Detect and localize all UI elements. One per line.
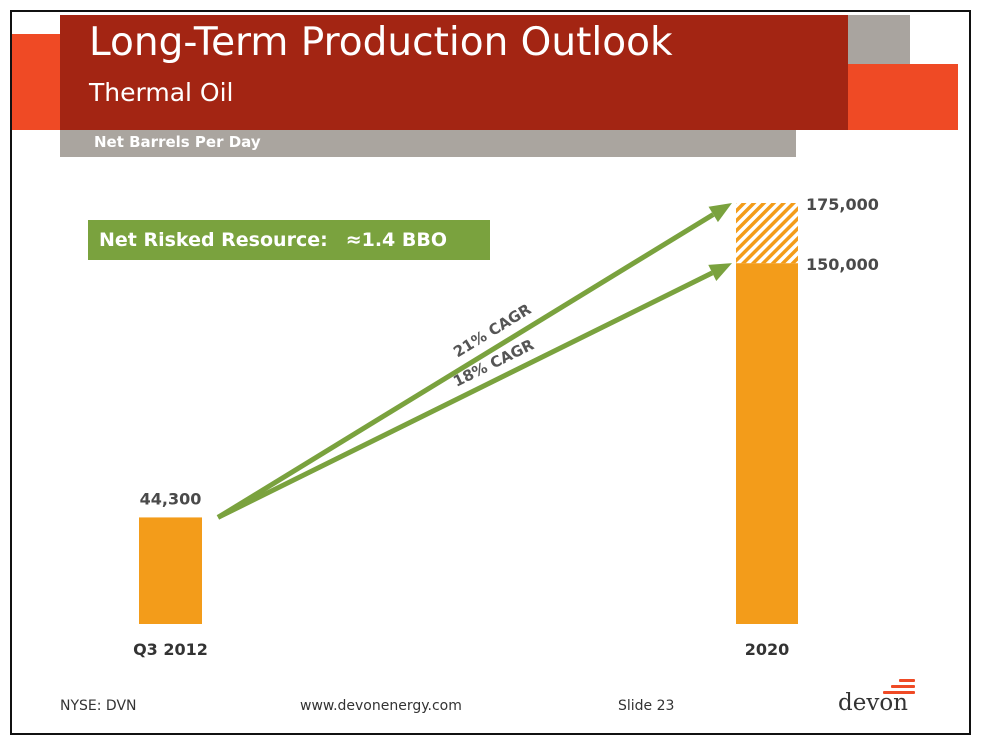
footer-website[interactable]: www.devonenergy.com <box>300 698 462 714</box>
data-label-2020-low: 150,000 <box>806 255 879 274</box>
resource-label: Net Risked Resource: <box>99 229 328 251</box>
devon-logo: devon <box>838 678 918 718</box>
logo-bar <box>891 685 915 688</box>
decorative-orange-block-right <box>848 64 958 130</box>
slide-title: Long-Term Production Outlook <box>89 20 673 65</box>
arrow-21-cagr-head <box>708 203 732 223</box>
slide: Long-Term Production Outlook Thermal Oil… <box>10 10 971 735</box>
decorative-orange-block-left <box>12 34 60 130</box>
resource-value: ≈1.4 BBO <box>345 229 447 251</box>
arrow-21-cagr <box>216 212 715 520</box>
arrow-18-cagr-head <box>708 263 732 281</box>
data-label-2020-high: 175,000 <box>806 195 879 214</box>
bar-2020-upside <box>736 203 798 264</box>
x-tick-label: Q3 2012 <box>133 640 208 659</box>
arrow-18-cagr <box>216 270 714 520</box>
unit-label: Net Barrels Per Day <box>94 133 261 151</box>
footer-ticker: NYSE: DVN <box>60 698 137 714</box>
slide-subtitle: Thermal Oil <box>89 78 234 107</box>
bar-q3-2012 <box>139 517 202 624</box>
x-tick-label: 2020 <box>745 640 790 659</box>
unit-band <box>60 130 796 157</box>
logo-bar <box>899 679 915 682</box>
title-band <box>60 15 848 130</box>
footer-slide-number: Slide 23 <box>618 698 675 714</box>
data-label-q3-2012: 44,300 <box>140 489 202 508</box>
decorative-grey-block <box>848 15 910 67</box>
net-risked-resource-box: Net Risked Resource: ≈1.4 BBO <box>88 220 490 260</box>
logo-bar <box>883 691 915 694</box>
bar-2020 <box>736 263 798 624</box>
logo-text: devon <box>838 690 908 716</box>
